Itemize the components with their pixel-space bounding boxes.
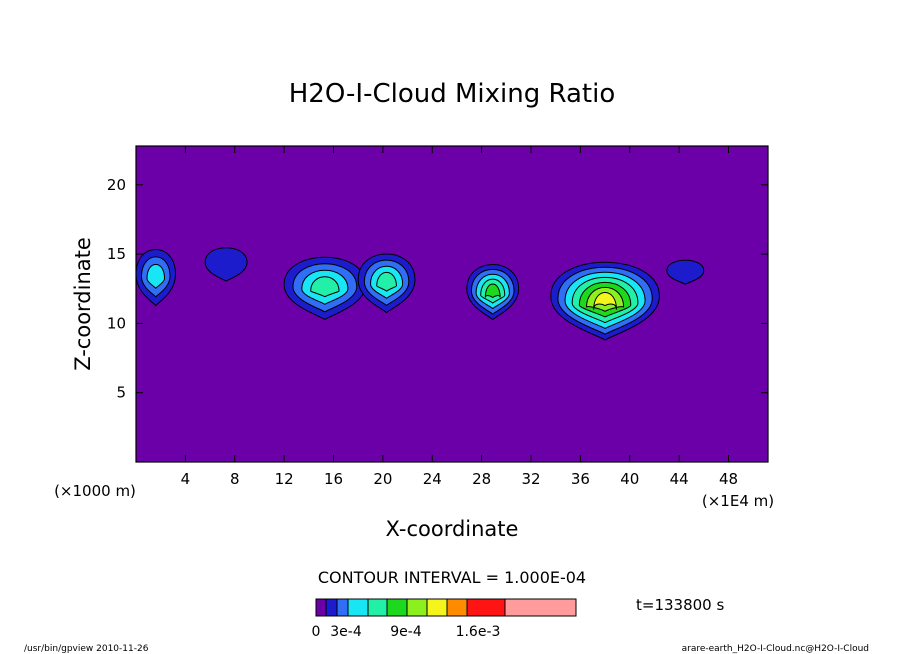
x-tick-label: 48: [719, 470, 738, 488]
x-tick-label: 8: [230, 470, 240, 488]
x-tick-label: 12: [275, 470, 294, 488]
footer-right: arare-earth_H2O-I-Cloud.nc@H2O-I-Cloud: [682, 644, 869, 654]
x-tick-label: 16: [324, 470, 343, 488]
cloud-6-level-7: [593, 292, 617, 310]
plot-frame: [135, 145, 769, 463]
colorbar-swatch: [466, 598, 506, 617]
x-tick-label: 44: [670, 470, 689, 488]
colorbar-swatch: [315, 598, 327, 617]
x-axis-label: X-coordinate: [386, 517, 519, 541]
y-tick-label: 10: [107, 314, 126, 332]
cloud-7: [666, 259, 705, 285]
x-axis-ticks: 4 8 12 16 20 24 28 32 36 40 44 48: [181, 146, 738, 488]
footer-left: /usr/bin/gpview 2010-11-26: [24, 644, 149, 654]
cloud-3: [283, 256, 367, 320]
x-tick-label: 32: [521, 470, 540, 488]
colorbar: [315, 598, 577, 617]
y-tick-label: 5: [116, 384, 126, 402]
x-tick-label: 36: [571, 470, 590, 488]
cloud-1-level-3: [146, 263, 166, 289]
cloud-2-level-1: [204, 247, 248, 282]
cloud-2: [204, 247, 248, 282]
colorbar-labels: 0 3e-4 9e-4 1.6e-3: [312, 624, 501, 640]
plot-background: [136, 146, 768, 462]
colorbar-tick-label: 3e-4: [330, 624, 362, 640]
x-tick-label: 4: [181, 470, 191, 488]
y-tick-label: 15: [107, 245, 126, 263]
cloud-3-level-4: [310, 276, 340, 298]
chart-title: H2O-I-Cloud Mixing Ratio: [289, 79, 616, 109]
y-axis-label: Z-coordinate: [71, 237, 95, 371]
contour-interval-text: CONTOUR INTERVAL = 1.000E-04: [318, 568, 586, 587]
cloud-5: [466, 264, 520, 321]
x-tick-label: 24: [423, 470, 442, 488]
colorbar-swatch: [426, 598, 448, 617]
cloud-4: [357, 253, 416, 314]
colorbar-tick-label: 1.6e-3: [456, 624, 501, 640]
cloud-5-level-5: [484, 283, 501, 299]
cloud-4-level-4: [376, 271, 397, 292]
time-label: t=133800 s: [636, 596, 724, 614]
cloud-1: [136, 249, 177, 307]
colorbar-swatch: [446, 598, 468, 617]
cloud-7-level-1: [666, 259, 705, 285]
x-unit-label: (×1E4 m): [702, 492, 774, 510]
colorbar-swatch: [504, 598, 577, 617]
x-tick-label: 40: [620, 470, 639, 488]
x-tick-label: 20: [373, 470, 392, 488]
y-tick-label: 20: [107, 176, 126, 194]
contour-fill-layer: [136, 247, 705, 341]
colorbar-tick-label: 0: [312, 624, 321, 640]
cloud-6: [550, 261, 660, 341]
colorbar-swatch: [406, 598, 428, 617]
colorbar-swatch: [367, 598, 388, 617]
colorbar-swatch: [325, 598, 338, 617]
x-tick-label: 28: [472, 470, 491, 488]
y-unit-label: (×1000 m): [54, 482, 136, 500]
colorbar-swatch: [347, 598, 369, 617]
colorbar-swatch: [386, 598, 408, 617]
colorbar-tick-label: 9e-4: [390, 624, 422, 640]
y-axis-ticks: 5 10 15 20: [107, 176, 768, 402]
colorbar-swatch: [336, 598, 349, 617]
